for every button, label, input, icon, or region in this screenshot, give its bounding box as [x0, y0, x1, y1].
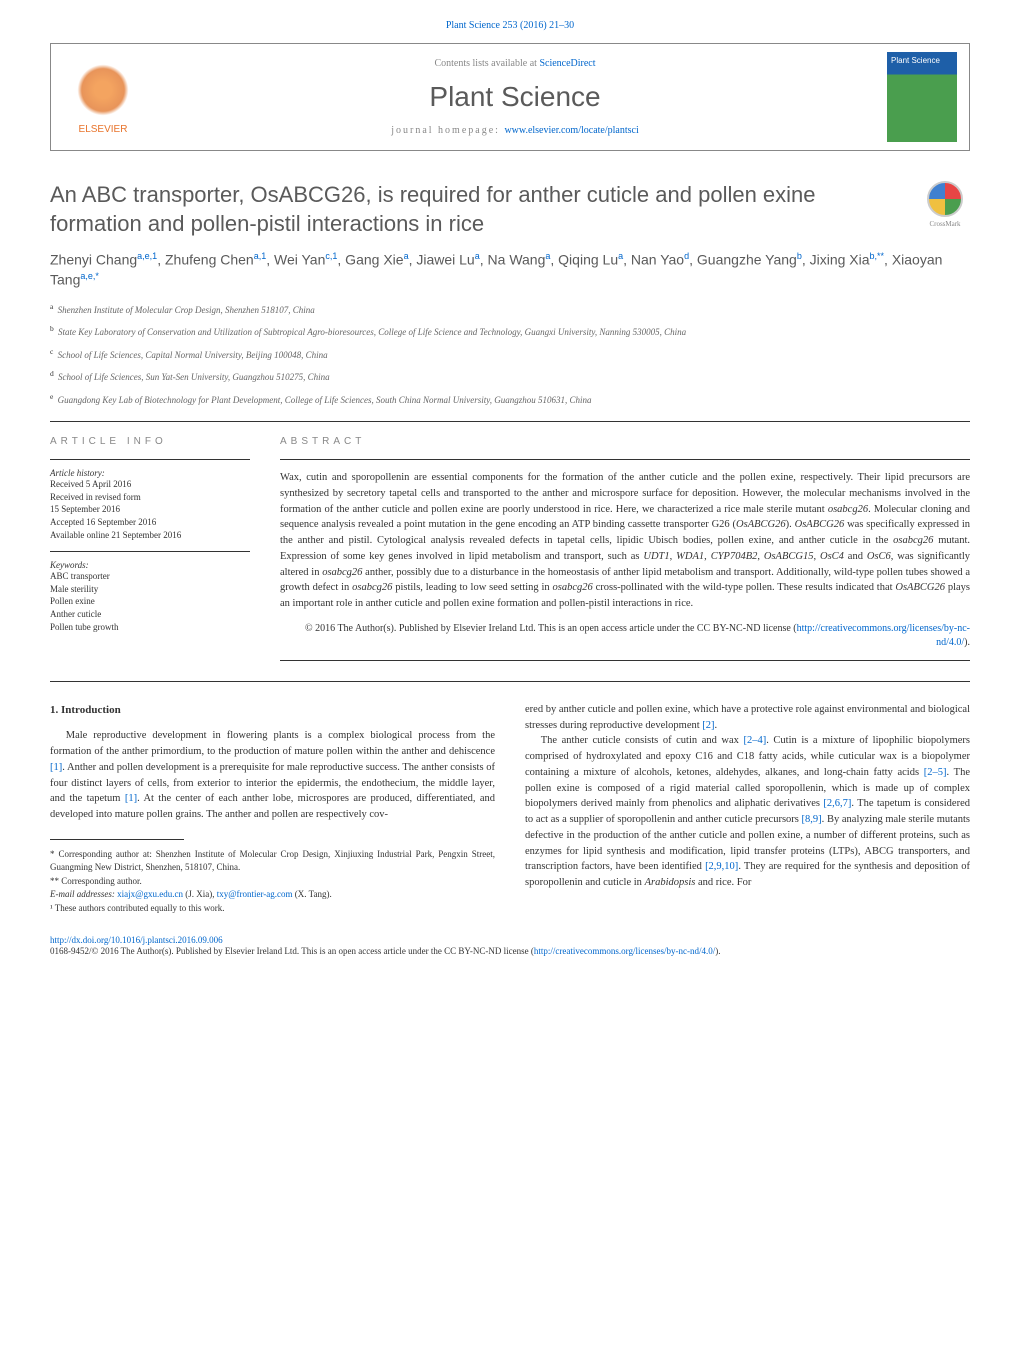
crossmark-label: CrossMark [929, 220, 960, 228]
affiliation: c School of Life Sciences, Capital Norma… [50, 346, 970, 363]
footnotes: * Corresponding author at: Shenzhen Inst… [50, 848, 495, 916]
abstract-heading: ABSTRACT [280, 436, 970, 447]
body-columns: 1. Introduction Male reproductive develo… [50, 702, 970, 916]
affiliation: e Guangdong Key Lab of Biotechnology for… [50, 391, 970, 408]
email-1-name: (J. Xia), [183, 889, 217, 899]
divider-mid [50, 681, 970, 682]
homepage-line: journal homepage: www.elsevier.com/locat… [163, 125, 867, 136]
citation-link[interactable]: [1] [50, 762, 62, 773]
keyword: Pollen exine [50, 595, 250, 608]
license-line: 0168-9452/© 2016 The Author(s). Publishe… [50, 945, 970, 958]
crossmark-icon [927, 181, 963, 217]
citation-link[interactable]: [2,6,7] [823, 798, 851, 809]
divider-top [50, 421, 970, 422]
elsevier-label: ELSEVIER [79, 124, 128, 135]
header-center: Contents lists available at ScienceDirec… [163, 58, 867, 136]
keyword: ABC transporter [50, 570, 250, 583]
intro-p1-cont: ered by anther cuticle and pollen exine,… [525, 702, 970, 734]
crossmark-badge[interactable]: CrossMark [920, 181, 970, 231]
abstract-text: Wax, cutin and sporopollenin are essenti… [280, 470, 970, 612]
emails-label: E-mail addresses: [50, 889, 117, 899]
affiliation: d School of Life Sciences, Sun Yat-Sen U… [50, 368, 970, 385]
info-divider [50, 459, 250, 460]
license-text: 0168-9452/© 2016 The Author(s). Publishe… [50, 946, 534, 956]
keyword: Pollen tube growth [50, 621, 250, 634]
abstract-divider [280, 459, 970, 460]
copyright-line: © 2016 The Author(s). Published by Elsev… [280, 622, 970, 650]
keywords-label: Keywords: [50, 560, 250, 570]
email-2-name: (X. Tang). [293, 889, 332, 899]
keyword: Anther cuticle [50, 608, 250, 621]
doi-link[interactable]: http://dx.doi.org/10.1016/j.plantsci.201… [50, 935, 970, 945]
article-info-heading: ARTICLE INFO [50, 436, 250, 447]
affiliation: a Shenzhen Institute of Molecular Crop D… [50, 301, 970, 318]
journal-header: ELSEVIER Contents lists available at Sci… [50, 43, 970, 151]
email-2[interactable]: txy@frontier-ag.com [217, 889, 293, 899]
left-column: 1. Introduction Male reproductive develo… [50, 702, 495, 916]
cc-license-link[interactable]: http://creativecommons.org/licenses/by-n… [797, 623, 970, 648]
citation-link[interactable]: [2] [702, 720, 714, 731]
homepage-link[interactable]: www.elsevier.com/locate/plantsci [504, 125, 638, 136]
affiliations: a Shenzhen Institute of Molecular Crop D… [50, 301, 970, 408]
corresponding-2: ** Corresponding author. [50, 875, 495, 889]
intro-p2: The anther cuticle consists of cutin and… [525, 733, 970, 891]
citation-link[interactable]: [1] [125, 793, 137, 804]
authors-list: Zhenyi Changa,e,1, Zhufeng Chena,1, Wei … [50, 250, 970, 291]
section-1-heading: 1. Introduction [50, 702, 495, 719]
abstract-panel: ABSTRACT Wax, cutin and sporopollenin ar… [280, 436, 970, 661]
sciencedirect-link[interactable]: ScienceDirect [539, 58, 595, 69]
abstract-divider-bottom [280, 660, 970, 661]
article-title: An ABC transporter, OsABCG26, is require… [50, 181, 900, 238]
email-1[interactable]: xiajx@gxu.edu.cn [117, 889, 183, 899]
citation-link[interactable]: [2,9,10] [705, 861, 738, 872]
license-close: ). [715, 946, 720, 956]
info-divider-2 [50, 551, 250, 552]
top-citation: Plant Science 253 (2016) 21–30 [50, 20, 970, 31]
elsevier-logo: ELSEVIER [63, 52, 143, 142]
copyright-close: ). [964, 637, 970, 648]
contents-line: Contents lists available at ScienceDirec… [163, 58, 867, 69]
license-link[interactable]: http://creativecommons.org/licenses/by-n… [534, 946, 715, 956]
affiliation: b State Key Laboratory of Conservation a… [50, 323, 970, 340]
keyword: Male sterility [50, 583, 250, 596]
article-info-panel: ARTICLE INFO Article history: Received 5… [50, 436, 250, 661]
contents-prefix: Contents lists available at [434, 58, 539, 69]
equal-contrib-note: ¹ These authors contributed equally to t… [50, 902, 495, 916]
cover-label: Plant Science [891, 56, 940, 65]
corresponding-1: * Corresponding author at: Shenzhen Inst… [50, 848, 495, 875]
citation-link[interactable]: [2–4] [743, 735, 766, 746]
email-line: E-mail addresses: xiajx@gxu.edu.cn (J. X… [50, 888, 495, 902]
citation-link[interactable]: [8,9] [802, 814, 822, 825]
intro-p1: Male reproductive development in floweri… [50, 728, 495, 823]
citation-link[interactable]: [2–5] [924, 767, 947, 778]
right-column: ered by anther cuticle and pollen exine,… [525, 702, 970, 916]
copyright-text: © 2016 The Author(s). Published by Elsev… [305, 623, 797, 634]
elsevier-tree-icon [73, 60, 133, 120]
journal-name: Plant Science [163, 81, 867, 113]
footnote-divider [50, 839, 184, 840]
history-text: Received 5 April 2016Received in revised… [50, 478, 250, 541]
history-label: Article history: [50, 468, 250, 478]
homepage-prefix: journal homepage: [391, 125, 504, 136]
keywords-list: ABC transporterMale sterilityPollen exin… [50, 570, 250, 633]
journal-cover: Plant Science [887, 52, 957, 142]
